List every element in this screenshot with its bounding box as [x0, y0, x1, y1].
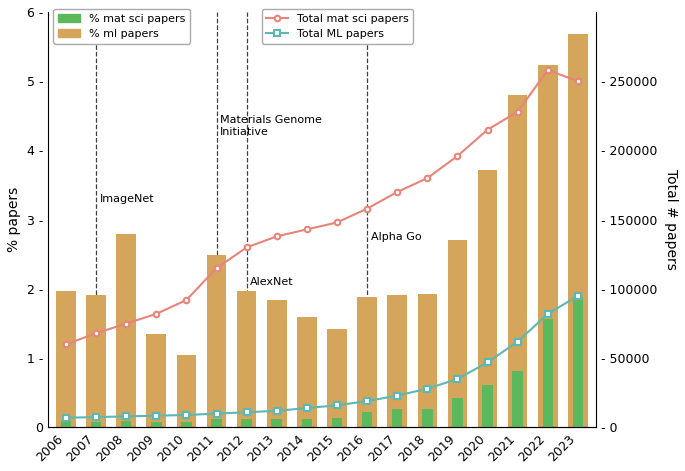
Bar: [61, 421, 71, 428]
Total mat sci papers: [273, 234, 281, 239]
Total ML papers: [242, 409, 251, 415]
Total ML papers: [423, 386, 432, 391]
Total ML papers: [92, 414, 100, 420]
Bar: [297, 317, 316, 428]
Bar: [482, 384, 493, 428]
Bar: [362, 412, 373, 428]
Bar: [177, 356, 196, 428]
Total mat sci papers: [363, 206, 371, 211]
Total ML papers: [544, 311, 552, 317]
Bar: [568, 34, 588, 428]
Total mat sci papers: [574, 78, 582, 84]
Total ML papers: [453, 376, 462, 382]
Bar: [508, 95, 527, 428]
Total mat sci papers: [453, 153, 462, 159]
Total mat sci papers: [212, 265, 221, 271]
Total mat sci papers: [152, 311, 160, 317]
Bar: [418, 294, 437, 428]
Bar: [448, 241, 467, 428]
Bar: [332, 418, 342, 428]
Total ML papers: [152, 413, 160, 419]
Text: AlexNet: AlexNet: [250, 277, 294, 287]
Bar: [327, 329, 347, 428]
Total mat sci papers: [544, 67, 552, 73]
Bar: [301, 419, 312, 428]
Line: Total ML papers: Total ML papers: [63, 293, 581, 421]
Line: Total mat sci papers: Total mat sci papers: [63, 67, 581, 347]
Total ML papers: [273, 408, 281, 414]
Bar: [573, 297, 583, 428]
Bar: [211, 419, 222, 428]
Bar: [241, 419, 252, 428]
Text: Materials Genome
Initiative: Materials Genome Initiative: [220, 115, 322, 137]
Y-axis label: % papers: % papers: [7, 187, 21, 252]
Text: ImageNet: ImageNet: [99, 194, 154, 204]
Total ML papers: [393, 393, 401, 398]
Legend: Total mat sci papers, Total ML papers: Total mat sci papers, Total ML papers: [262, 9, 414, 44]
Total mat sci papers: [122, 321, 130, 326]
Total mat sci papers: [423, 175, 432, 181]
Bar: [271, 419, 282, 428]
Total ML papers: [122, 414, 130, 419]
Total mat sci papers: [514, 109, 522, 114]
Total ML papers: [212, 411, 221, 416]
Total mat sci papers: [182, 297, 190, 303]
Bar: [116, 234, 136, 428]
Y-axis label: Total # papers: Total # papers: [664, 169, 678, 270]
Bar: [86, 295, 106, 428]
Bar: [452, 398, 463, 428]
Total mat sci papers: [484, 127, 492, 132]
Bar: [91, 422, 101, 428]
Bar: [121, 421, 132, 428]
Bar: [207, 255, 226, 428]
Total ML papers: [182, 412, 190, 418]
Total mat sci papers: [393, 189, 401, 195]
Bar: [422, 409, 433, 428]
Bar: [181, 422, 192, 428]
Bar: [151, 422, 162, 428]
Total mat sci papers: [303, 227, 311, 232]
Total mat sci papers: [242, 244, 251, 250]
Bar: [56, 291, 76, 428]
Bar: [388, 295, 407, 428]
Total mat sci papers: [62, 341, 70, 347]
Total ML papers: [333, 403, 341, 408]
Text: Alpha Go: Alpha Go: [371, 232, 421, 242]
Total mat sci papers: [333, 219, 341, 225]
Bar: [543, 319, 553, 428]
Bar: [147, 334, 166, 428]
Bar: [237, 291, 256, 428]
Bar: [358, 297, 377, 428]
Bar: [538, 65, 558, 428]
Total ML papers: [514, 339, 522, 344]
Total mat sci papers: [92, 331, 100, 336]
Bar: [477, 170, 497, 428]
Total ML papers: [363, 398, 371, 404]
Total ML papers: [62, 415, 70, 421]
Bar: [512, 371, 523, 428]
Total ML papers: [484, 359, 492, 365]
Total ML papers: [303, 405, 311, 411]
Total ML papers: [574, 293, 582, 299]
Bar: [267, 300, 286, 428]
Bar: [392, 409, 403, 428]
